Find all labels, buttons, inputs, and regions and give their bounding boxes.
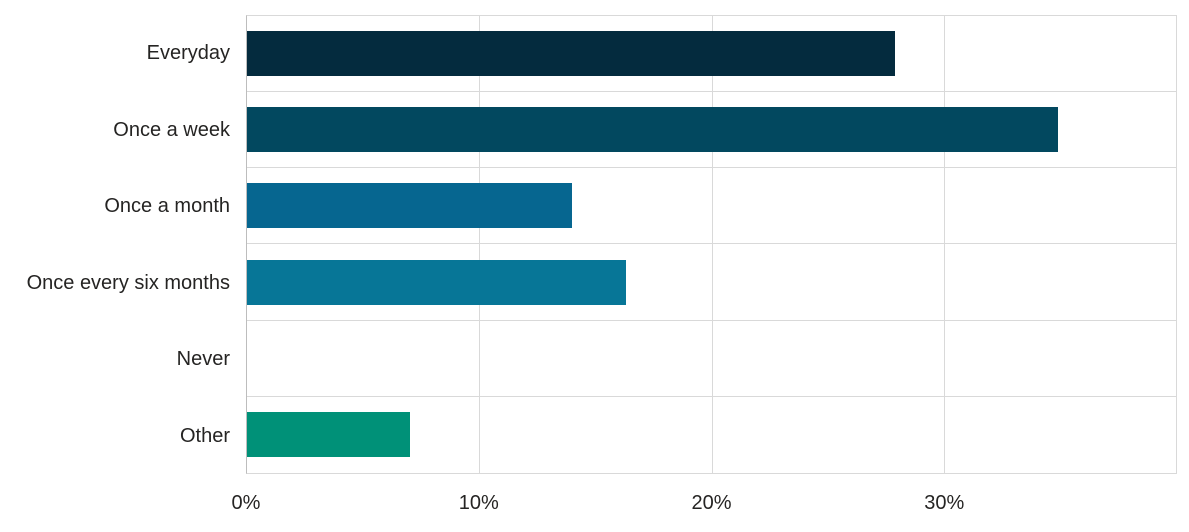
category-label-everyday: Everyday bbox=[146, 42, 230, 65]
category-axis: Everyday Once a week Once a month Once ever… bbox=[0, 15, 246, 474]
bar-once-every-six-months[interactable] bbox=[247, 259, 626, 305]
bar-everyday[interactable] bbox=[247, 31, 895, 77]
bar-once-a-month[interactable] bbox=[247, 183, 573, 229]
bar-row-once-a-week bbox=[247, 92, 1176, 169]
x-tick-30%: 30% bbox=[924, 492, 965, 514]
plot-area bbox=[246, 15, 1177, 474]
gridline-30% bbox=[943, 16, 945, 473]
x-tick-10%: 10% bbox=[458, 492, 499, 514]
category-label-once-a-week: Once a week bbox=[113, 118, 230, 141]
bar-row-other bbox=[247, 397, 1176, 473]
x-axis: 0% 10% 20% 30% bbox=[232, 474, 1177, 531]
category-label-once-every-six-months: Once every six months bbox=[26, 271, 230, 294]
bar-row-everyday bbox=[247, 16, 1176, 93]
bar-row-never bbox=[247, 321, 1176, 397]
x-tick-20%: 20% bbox=[691, 492, 732, 514]
bar-once-a-week[interactable] bbox=[247, 107, 1058, 153]
bar-row-once-a-month bbox=[247, 168, 1176, 245]
chart-main: Everyday Once a week Once a month Once ever… bbox=[0, 15, 1177, 474]
bar-other[interactable] bbox=[247, 412, 410, 458]
category-label-other: Other bbox=[179, 424, 230, 447]
category-label-never: Never bbox=[176, 348, 230, 371]
bar-row-once-every-six-months bbox=[247, 244, 1176, 321]
category-label-once-a-month: Once a month bbox=[104, 195, 230, 218]
gridline-10% bbox=[479, 16, 481, 473]
gridline-20% bbox=[711, 16, 713, 473]
x-tick-0%: 0% bbox=[231, 492, 261, 514]
